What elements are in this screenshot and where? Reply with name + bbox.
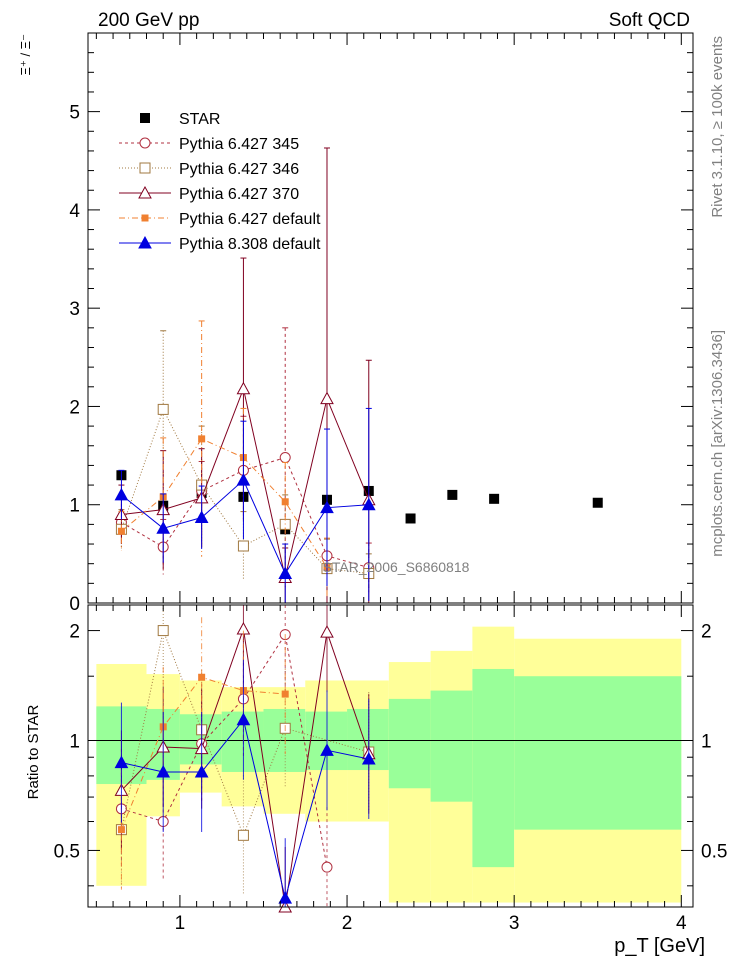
- ratio-point-5: [320, 743, 334, 756]
- legend-marker: [140, 113, 150, 123]
- mcplots-label: mcplots.cern.ch [arXiv:1306.3436]: [709, 330, 726, 557]
- ratio-point-3: [237, 829, 249, 841]
- legend-entry-star: STAR: [140, 111, 220, 128]
- legend: STAR Pythia 6.427 345 Pythia 6.427 346 Pyth…: [119, 111, 321, 253]
- ratio-series-pythia-8-308-default: [114, 659, 376, 907]
- upper-y-tick-label-1: 1: [69, 496, 80, 517]
- legend-label: Pythia 8.308 default: [179, 236, 321, 253]
- lower-panel-frame: [87, 604, 694, 908]
- ratio-series-layer: [114, 605, 376, 913]
- ratio-point-1: [157, 625, 169, 637]
- point-2: [194, 510, 209, 523]
- x-tick-label-0: 1: [175, 913, 186, 934]
- point-9: [489, 493, 500, 504]
- upper-y-tick-label-2: 2: [69, 397, 80, 418]
- upper-y-tick-label-5: 5: [69, 103, 80, 124]
- ratio-point-0: [117, 826, 125, 834]
- inner-band-8: [430, 690, 473, 802]
- point-2: [198, 435, 206, 443]
- ratio-point-3: [236, 712, 251, 726]
- point-4: [279, 452, 291, 464]
- inner-band-9: [472, 668, 515, 868]
- point-10: [592, 497, 603, 508]
- legend-label: Pythia 6.427 default: [179, 211, 321, 228]
- watermark-label: STAR_2006_S6860818: [323, 559, 470, 575]
- ratio-point-0: [114, 755, 129, 769]
- legend-marker: [138, 235, 152, 249]
- upper-y-tick-label-4: 4: [69, 201, 80, 222]
- x-axis-label: p_T [GeV]: [614, 935, 705, 957]
- lower-y-tick-label-0: 0.5: [54, 841, 80, 862]
- lower-y-tick-label-right-2: 2: [701, 622, 712, 643]
- series-line: [121, 438, 328, 568]
- point-4: [281, 498, 289, 506]
- point-7: [405, 513, 416, 524]
- point-3: [237, 540, 249, 552]
- x-tick-label-2: 3: [509, 913, 520, 934]
- lower-y-tick-label-1: 1: [69, 732, 80, 753]
- main-series-layer: [114, 147, 603, 603]
- ratio-point-5: [320, 625, 334, 638]
- point-3: [236, 473, 251, 486]
- legend-marker: [139, 137, 151, 149]
- upper-y-tick-label-0: 0: [69, 594, 80, 615]
- series-star: [116, 470, 603, 535]
- legend-label: Pythia 6.427 345: [179, 136, 299, 153]
- legend-entry-pythia-6-427-346: Pythia 6.427 346: [119, 161, 299, 178]
- point-1: [156, 521, 171, 534]
- lower-y-axis-label: Ratio to STAR: [25, 704, 42, 799]
- point-0: [114, 487, 129, 501]
- ratio-point-5: [321, 861, 333, 873]
- point-5: [320, 391, 334, 405]
- inner-band-7: [388, 698, 431, 789]
- upper-y-axis-label: Ξ⁺ / Ξ⁻: [18, 34, 33, 75]
- ratio-point-6: [361, 751, 376, 765]
- ratio-point-2: [194, 764, 209, 778]
- legend-marker: [141, 214, 149, 222]
- point-6: [361, 497, 376, 511]
- ratio-point-1: [156, 764, 171, 778]
- ratio-point-4: [281, 690, 289, 698]
- legend-marker: [138, 185, 152, 199]
- upper-y-axis-label-text: Ξ⁺ / Ξ⁻: [18, 34, 33, 75]
- legend-marker: [139, 162, 151, 174]
- series-pythia-8-308-default: [114, 407, 376, 603]
- ratio-uncertainty-bands: [88, 626, 693, 903]
- point-5: [320, 500, 334, 514]
- legend-entry-pythia-6-427-370: Pythia 6.427 370: [119, 185, 299, 203]
- header-left-label: 200 GeV pp: [98, 10, 199, 31]
- upper-y-tick-label-3: 3: [69, 299, 80, 320]
- point-1: [157, 403, 169, 415]
- legend-entry-pythia-6-427-default: Pythia 6.427 default: [119, 211, 321, 228]
- series-pythia-6-427-346: [115, 330, 375, 599]
- lower-y-tick-label-2: 2: [69, 622, 80, 643]
- legend-label: STAR: [179, 111, 220, 128]
- axes-layer: 0 1 2 3 4 5 0.5 0.5 1 1 2 2 1 2 3 4: [54, 33, 727, 934]
- legend-label: Pythia 6.427 370: [179, 186, 299, 203]
- series-pythia-6-427-default: [117, 320, 331, 598]
- point-3: [236, 381, 251, 395]
- legend-entry-pythia-8-308-default: Pythia 8.308 default: [119, 235, 321, 253]
- lower-y-tick-label-right-0: 0.5: [701, 841, 727, 862]
- lower-y-tick-label-right-1: 1: [701, 732, 712, 753]
- upper-panel-frame: [87, 32, 694, 604]
- ratio-line: [120, 628, 369, 837]
- ratio-point-4: [278, 891, 293, 904]
- inner-band-10: [514, 676, 682, 830]
- point-0: [117, 527, 125, 535]
- ratio-point-2: [198, 673, 206, 681]
- rivet-version-label: Rivet 3.1.10, ≥ 100k events: [709, 36, 726, 218]
- legend-entry-pythia-6-427-345: Pythia 6.427 345: [119, 136, 299, 153]
- point-4: [278, 566, 293, 580]
- header-right-label: Soft QCD: [609, 10, 690, 31]
- x-tick-label-3: 4: [676, 913, 687, 934]
- point-8: [447, 489, 458, 500]
- legend-label: Pythia 6.427 346: [179, 161, 299, 178]
- x-tick-label-1: 2: [342, 913, 353, 934]
- ratio-line: [121, 633, 328, 868]
- x-axis-label-text: p_T [GeV]: [614, 935, 705, 957]
